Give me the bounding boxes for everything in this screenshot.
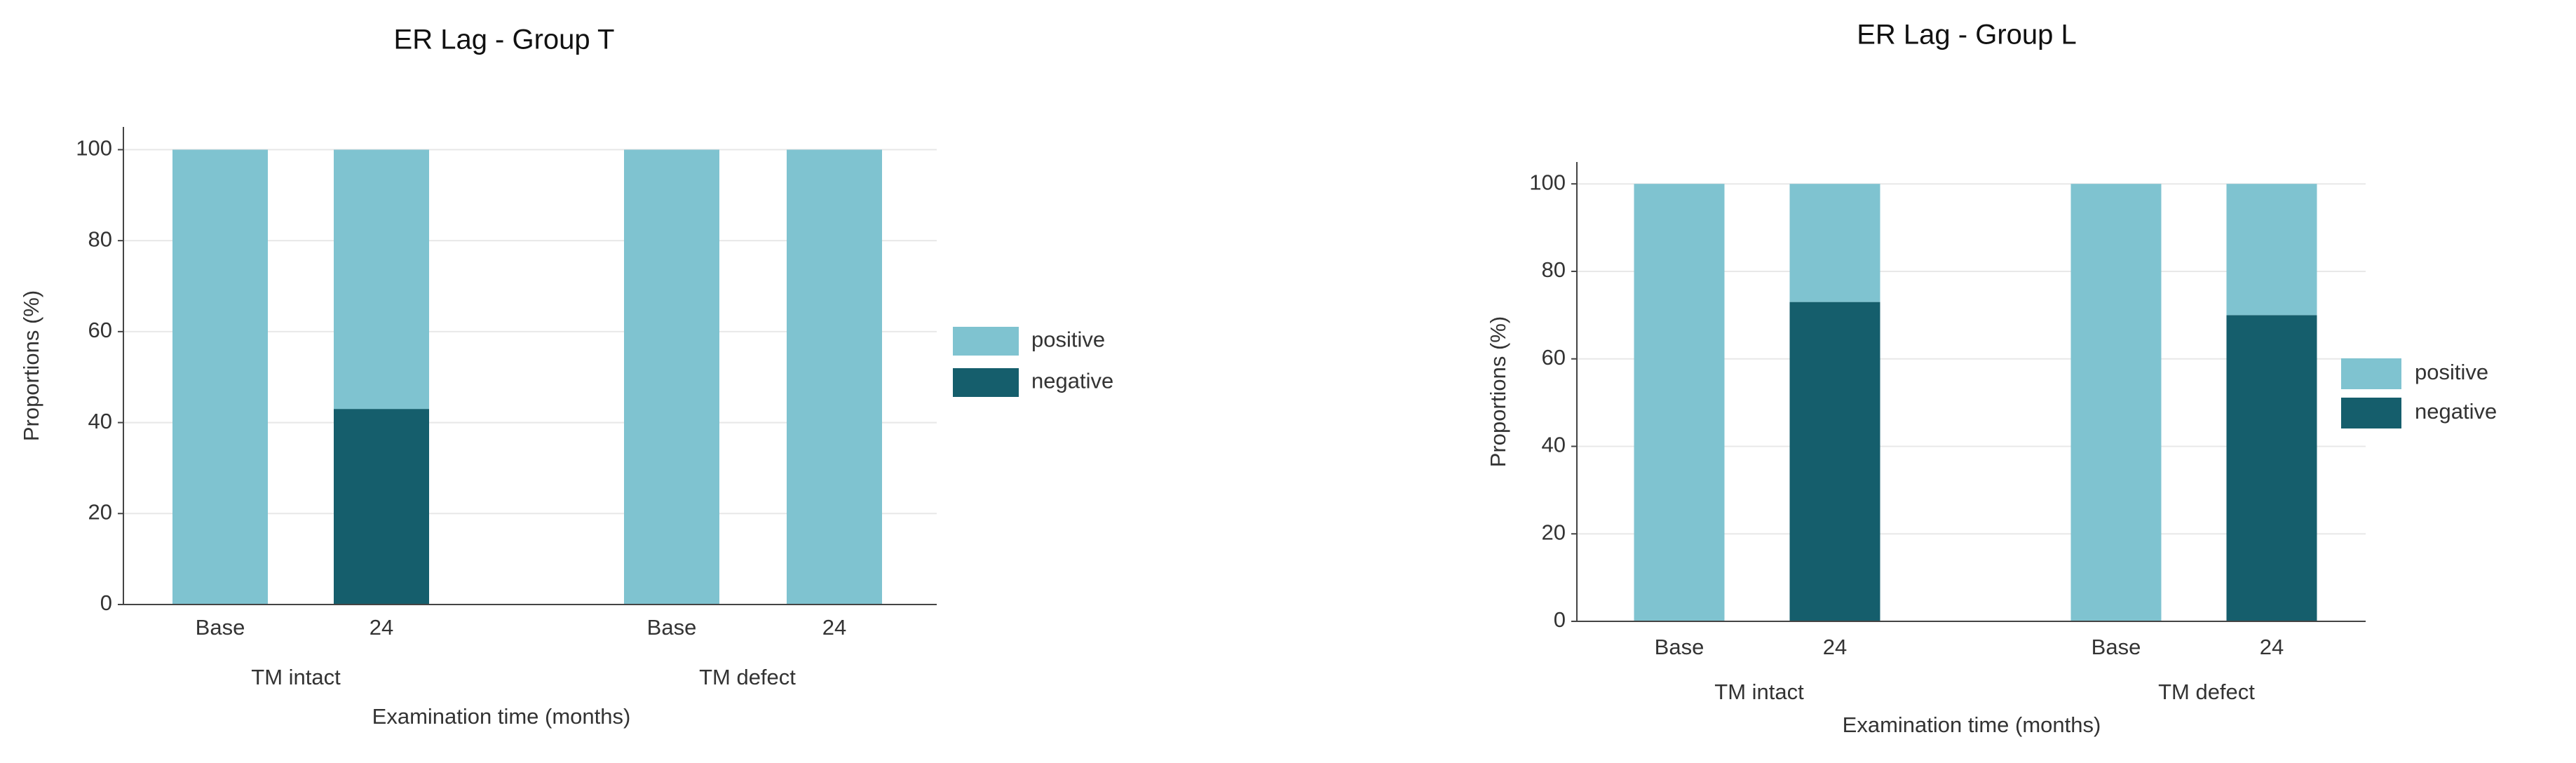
- y-tick-label: 80: [1542, 257, 1566, 282]
- x-tick-label: 24: [370, 615, 393, 640]
- group-label: TM intact: [251, 665, 341, 689]
- legend-swatch: [2341, 398, 2401, 428]
- legend-label: positive: [1031, 328, 1105, 352]
- y-axis-title: Proportions (%): [1486, 316, 1510, 467]
- y-tick-label: 100: [1529, 170, 1566, 194]
- x-tick-label: 24: [2260, 635, 2284, 659]
- bar-segment: [1634, 184, 1725, 621]
- chart-title: ER Lag - Group L: [1857, 20, 2077, 50]
- x-tick-label: Base: [1655, 635, 1704, 659]
- bar-segment: [2226, 184, 2317, 316]
- bar-segment: [172, 149, 268, 605]
- x-axis-title: Examination time (months): [372, 704, 631, 729]
- y-tick-label: 20: [1542, 520, 1566, 544]
- y-tick-label: 60: [88, 318, 112, 342]
- y-tick-label: 0: [1554, 607, 1566, 632]
- bar-segment: [624, 149, 719, 605]
- legend-label: positive: [2415, 360, 2488, 384]
- x-tick-label: Base: [647, 615, 697, 640]
- y-tick-label: 20: [88, 499, 112, 524]
- y-tick-label: 40: [88, 409, 112, 433]
- bar-segment: [1789, 302, 1880, 621]
- legend-label: negative: [1031, 369, 1113, 393]
- legend-swatch: [2341, 358, 2401, 389]
- bar-segment: [2070, 184, 2162, 621]
- x-tick-label: Base: [2092, 635, 2141, 659]
- bar-segment: [787, 149, 882, 605]
- bar-segment: [334, 149, 429, 410]
- y-axis-title: Proportions (%): [19, 290, 43, 441]
- y-tick-label: 80: [88, 227, 112, 251]
- y-tick-label: 100: [76, 136, 112, 161]
- group-label: TM defect: [699, 665, 796, 689]
- y-tick-label: 40: [1542, 433, 1566, 457]
- bar-segment: [334, 409, 429, 605]
- y-tick-label: 0: [100, 590, 112, 615]
- legend-swatch: [953, 327, 1019, 356]
- x-tick-label: 24: [1823, 635, 1847, 659]
- group-label: TM intact: [1714, 680, 1804, 704]
- x-tick-label: Base: [196, 615, 245, 640]
- bar-segment: [1789, 184, 1880, 302]
- x-axis-title: Examination time (months): [1843, 713, 2101, 737]
- legend-swatch: [953, 368, 1019, 397]
- bar-segment: [2226, 315, 2317, 621]
- y-tick-label: 60: [1542, 345, 1566, 370]
- group-label: TM defect: [2158, 680, 2255, 704]
- chart-title: ER Lag - Group T: [394, 25, 615, 55]
- x-tick-label: 24: [822, 615, 846, 640]
- legend-label: negative: [2415, 399, 2497, 424]
